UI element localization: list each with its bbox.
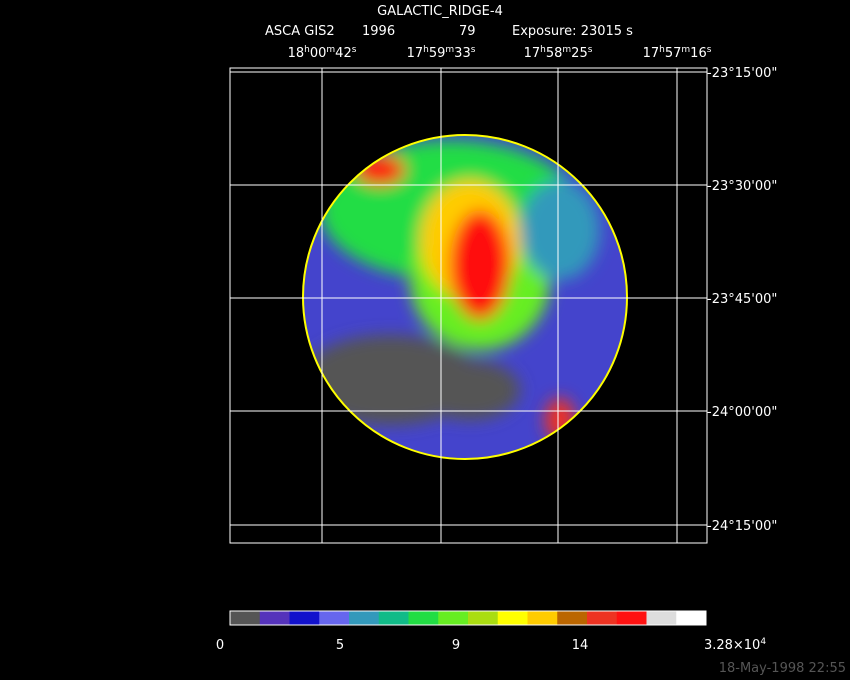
dec-labels: -23°15'00" -23°30'00" -23°45'00" -24°00'00"… [707,66,777,534]
superscript: s [707,45,712,55]
colorbar-swatch [587,611,618,625]
title: GALACTIC_RIDGE-4 [377,4,503,19]
colorbar-swatch [527,611,558,625]
label-part: 17 [643,46,660,61]
exposure: Exposure: 23015 s [512,24,633,39]
coordinate-grid [229,67,708,544]
label-part: 9 [452,638,460,653]
colorbar-swatch [230,611,261,625]
xray-image [303,135,627,459]
timestamp: 18-May-1998 22:55 [719,661,846,676]
dec-label: -23°15'00" [707,66,777,81]
label-part: 3.28×10 [704,638,760,653]
colorbar-swatch [349,611,380,625]
ra-label: 17h58m25s [524,45,593,61]
sequence: 79 [459,24,476,39]
ra-label: 18h00m42s [288,45,357,61]
dec-label: -24°15'00" [707,519,777,534]
superscript: h [304,45,310,55]
colorbar-label: 3.28×104 [704,637,766,653]
label-part: 59 [429,46,446,61]
label-part: 33 [454,46,471,61]
dec-label: -24°00'00" [707,405,777,420]
label-part: 57 [665,46,682,61]
label-part: 17 [407,46,424,61]
ra-label: 17h57m16s [643,45,712,61]
colorbar-swatch [259,611,290,625]
colorbar-swatch [557,611,588,625]
superscript: 4 [760,637,766,647]
instrument: ASCA GIS2 [265,24,335,39]
label-part: 58 [546,46,563,61]
superscript: s [352,45,357,55]
colorbar-swatch [676,611,707,625]
label-part: 00 [310,46,327,61]
label-part: 5 [336,638,344,653]
ra-label: 17h59m33s [407,45,476,61]
colorbar: 0 5 9 14 3.28×104 [216,610,766,653]
year: 1996 [362,24,395,39]
colorbar-swatch [438,611,469,625]
label-part: 17 [524,46,541,61]
label-part: 42 [335,46,352,61]
colorbar-swatch [289,611,320,625]
label-part: 18 [288,46,305,61]
colorbar-label: 5 [336,638,344,653]
superscript: m [562,45,571,55]
superscript: h [540,45,546,55]
colorbar-swatch [408,611,439,625]
superscript: m [681,45,690,55]
dec-label: -23°30'00" [707,179,777,194]
colorbar-label: 14 [572,638,589,653]
colorbar-label: 0 [216,638,224,653]
label-part: 0 [216,638,224,653]
label-part: 16 [690,46,707,61]
image-edge [302,134,628,460]
superscript: h [659,45,665,55]
colorbar-frame [229,610,707,626]
dec-label: -23°45'00" [707,292,777,307]
colorbar-swatch [646,611,677,625]
ra-labels: 18h00m42s 17h59m33s 17h58m25s 17h57m16s [288,45,712,61]
colorbar-swatch [319,611,350,625]
superscript: s [588,45,593,55]
colorbar-swatch [616,611,647,625]
superscript: m [445,45,454,55]
label-part: 14 [572,638,589,653]
superscript: h [423,45,429,55]
colorbar-label: 9 [452,638,460,653]
superscript: s [471,45,476,55]
colorbar-swatch [497,611,528,625]
superscript: m [326,45,335,55]
label-part: 25 [571,46,588,61]
colorbar-swatch [468,611,499,625]
colorbar-swatch [378,611,409,625]
